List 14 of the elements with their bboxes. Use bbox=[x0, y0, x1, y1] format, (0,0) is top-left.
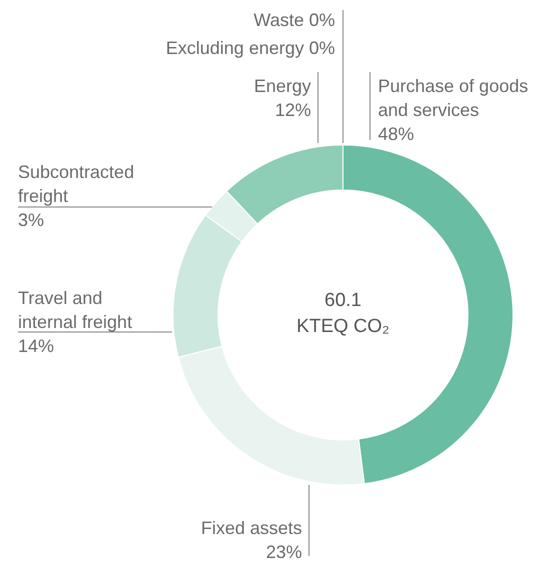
data-label: 12% bbox=[274, 100, 311, 120]
data-label: 14% bbox=[18, 336, 54, 356]
slice-label: Fixed assets bbox=[200, 518, 302, 538]
data-label: 48% bbox=[378, 124, 414, 144]
category-label: Excluding energy 0% bbox=[166, 38, 335, 58]
data-label: 23% bbox=[266, 542, 302, 561]
slice-label: Travel and internal freight bbox=[18, 288, 132, 332]
slice-label: Energy bbox=[254, 76, 311, 96]
slice-label: Subcontracted freight bbox=[18, 162, 134, 206]
text: 60.1 bbox=[324, 290, 362, 311]
slice-label: Purchase of goods and services bbox=[378, 76, 528, 120]
category-label: Waste 0% bbox=[254, 10, 335, 30]
text: KTEQ CO₂ bbox=[296, 316, 390, 337]
data-label: 3% bbox=[18, 210, 44, 230]
